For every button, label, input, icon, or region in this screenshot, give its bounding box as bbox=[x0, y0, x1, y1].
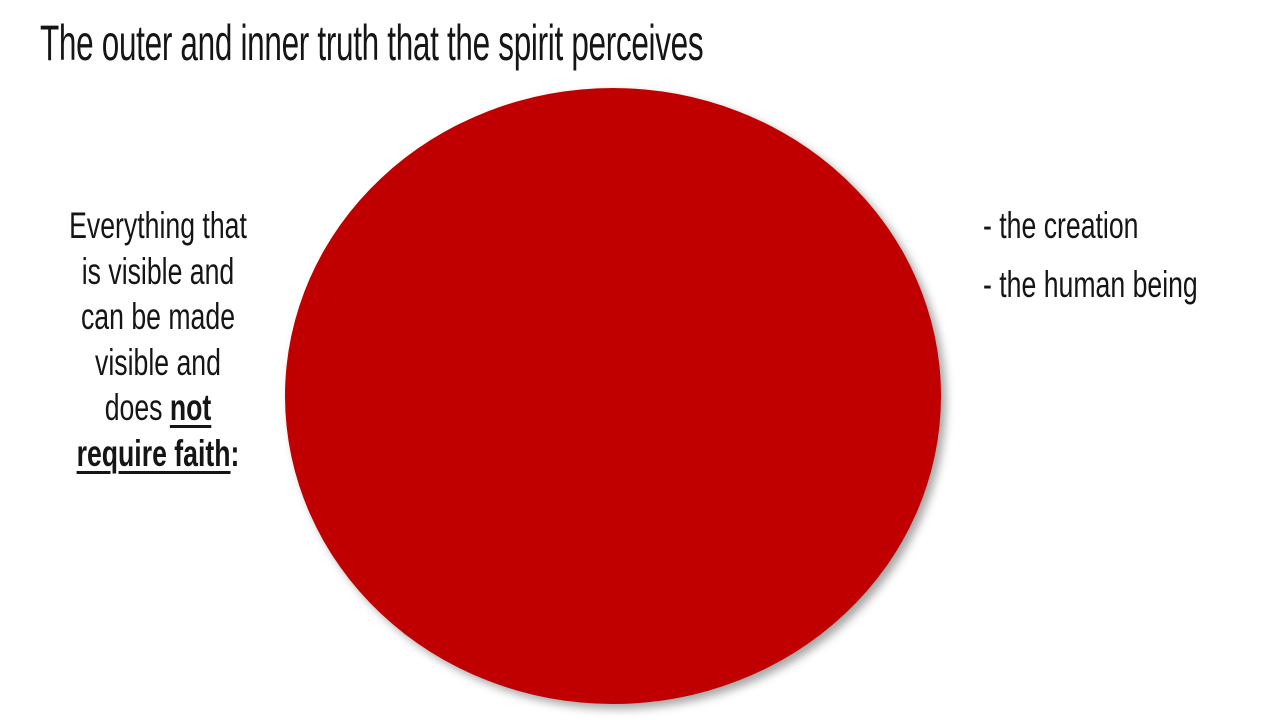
left-caption-line: does not bbox=[59, 385, 258, 431]
left-caption-line: is visible and bbox=[81, 250, 235, 292]
left-caption-line: require faith: bbox=[59, 431, 258, 477]
left-caption-emphasis: not bbox=[169, 387, 212, 428]
right-item-list: - the creation - the human being bbox=[983, 205, 1198, 323]
red-circle-shape bbox=[285, 88, 941, 704]
right-list-item: - the creation bbox=[983, 205, 1139, 246]
left-caption-colon: : bbox=[230, 432, 240, 474]
left-caption-line: visible and bbox=[95, 341, 221, 383]
left-caption-line: Everything that bbox=[69, 205, 247, 246]
left-caption-text: does bbox=[104, 387, 170, 428]
left-caption-emphasis: require faith bbox=[76, 432, 231, 474]
slide-title: The outer and inner truth that the spiri… bbox=[40, 15, 704, 71]
right-list-item: - the human being bbox=[983, 264, 1198, 305]
left-caption-line: can be made bbox=[80, 296, 236, 337]
left-caption: Everything that is visible and can be ma… bbox=[59, 203, 258, 476]
